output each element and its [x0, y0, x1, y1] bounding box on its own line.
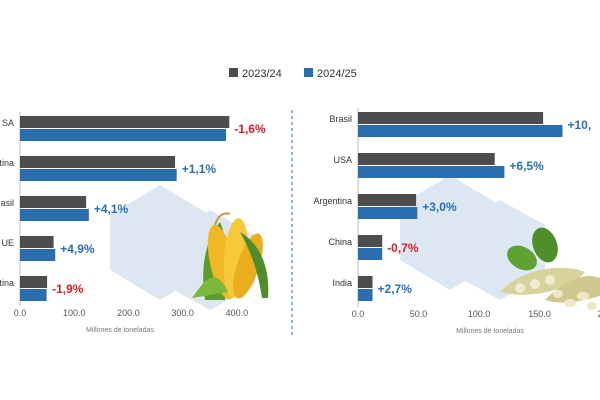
bar-2023-24 [358, 235, 383, 247]
change-label: +10, [567, 118, 591, 132]
category-label: Brasil [329, 114, 352, 124]
change-label: +4,9% [60, 242, 95, 256]
legend-label-2024-25: 2024/25 [317, 68, 357, 80]
x-axis-title: Millones de toneladas [456, 328, 524, 335]
category-label: USA [333, 155, 352, 165]
x-tick-label: 150.0 [528, 309, 551, 319]
bar-2024-25 [20, 169, 177, 181]
category-label: India [332, 278, 352, 288]
corn-chart-panel: SA -1,6% ntina +1,1% rasil +4,1% UE +4,9% ntina -… [0, 112, 266, 334]
x-tick-label: 100.0 [468, 309, 491, 319]
category-label: Argentina [313, 196, 352, 206]
bar-2023-24 [358, 194, 417, 206]
category-label: China [328, 237, 352, 247]
x-tick-label: 100.0 [63, 308, 86, 318]
x-tick-label: 200.0 [117, 308, 140, 318]
bar-2023-24 [20, 156, 176, 168]
bar-2024-25 [358, 289, 373, 301]
x-tick-label: 400.0 [226, 308, 249, 318]
bar-2024-25 [20, 289, 47, 301]
bar-2024-25 [20, 129, 227, 141]
category-label: ntina [0, 278, 14, 288]
category-label: rasil [0, 198, 14, 208]
category-label: SA [2, 118, 14, 128]
change-label: +1,1% [182, 162, 217, 176]
bar-2024-25 [358, 248, 383, 260]
bar-2023-24 [20, 196, 87, 208]
change-label: +4,1% [94, 202, 129, 216]
category-label: ntina [0, 158, 14, 168]
bar-2024-25 [20, 249, 56, 261]
x-tick-label: 300.0 [171, 308, 194, 318]
bar-2024-25 [358, 166, 505, 178]
bar-2024-25 [20, 209, 89, 221]
change-label: +6,5% [509, 159, 544, 173]
corn-cob-icon [192, 212, 269, 300]
soybean-pod-icon [500, 227, 600, 310]
legend-swatch-2023-24 [229, 68, 238, 77]
bar-2023-24 [358, 112, 544, 124]
bar-2023-24 [358, 276, 373, 288]
soybean-chart-panel: Brasil +10, USA +6,5% Argentina +3,0% China -0,… [313, 108, 600, 335]
legend: 2023/24 2024/25 [229, 68, 357, 80]
bar-2024-25 [358, 207, 418, 219]
x-axis-title: Millones de toneladas [86, 327, 154, 334]
bar-2023-24 [20, 276, 48, 288]
change-label: -1,9% [52, 282, 84, 296]
change-label: -0,7% [387, 241, 419, 255]
bar-2023-24 [20, 116, 230, 128]
bar-2024-25 [358, 125, 563, 137]
x-tick-label: 0.0 [352, 309, 365, 319]
change-label: -1,6% [234, 122, 266, 136]
change-label: +2,7% [378, 282, 413, 296]
bar-2023-24 [358, 153, 495, 165]
category-label: UE [1, 238, 14, 248]
x-tick-label: 50.0 [410, 309, 428, 319]
x-tick-label: 0.0 [14, 308, 27, 318]
x-tick-label: 2 [597, 309, 600, 319]
legend-swatch-2024-25 [304, 68, 313, 77]
legend-label-2023-24: 2023/24 [242, 68, 282, 80]
change-label: +3,0% [422, 200, 457, 214]
bar-2023-24 [20, 236, 54, 248]
